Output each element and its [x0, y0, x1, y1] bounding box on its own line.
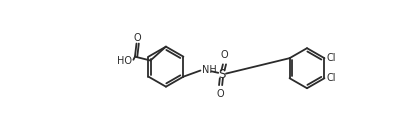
- Text: Cl: Cl: [326, 73, 335, 83]
- Text: NH: NH: [202, 65, 216, 75]
- Text: HO: HO: [117, 55, 132, 65]
- Text: Cl: Cl: [326, 53, 335, 63]
- Text: O: O: [216, 89, 224, 99]
- Text: S: S: [218, 68, 225, 81]
- Text: O: O: [220, 51, 228, 60]
- Text: O: O: [133, 33, 141, 43]
